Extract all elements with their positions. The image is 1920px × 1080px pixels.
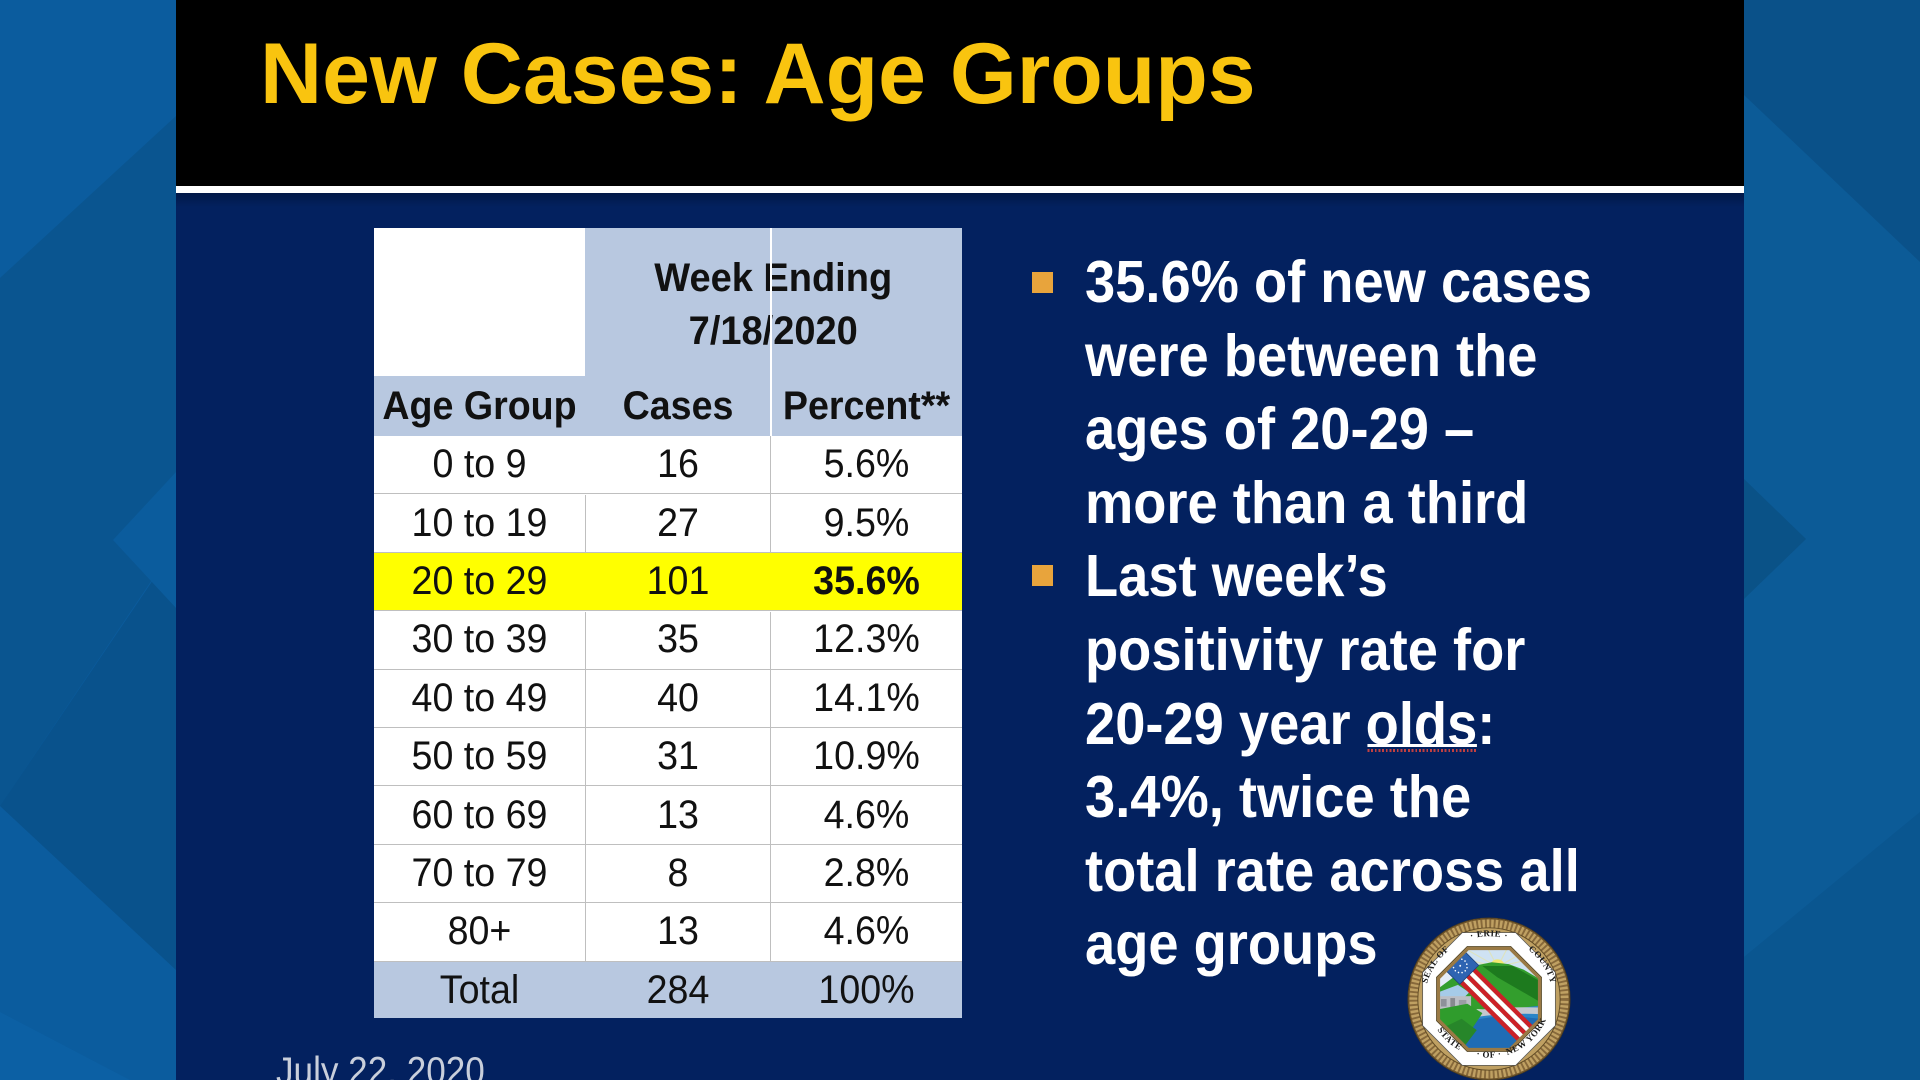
svg-text:· ERIE ·: · ERIE · [1469, 928, 1509, 941]
svg-text:· OF ·: · OF · [1476, 1048, 1502, 1059]
